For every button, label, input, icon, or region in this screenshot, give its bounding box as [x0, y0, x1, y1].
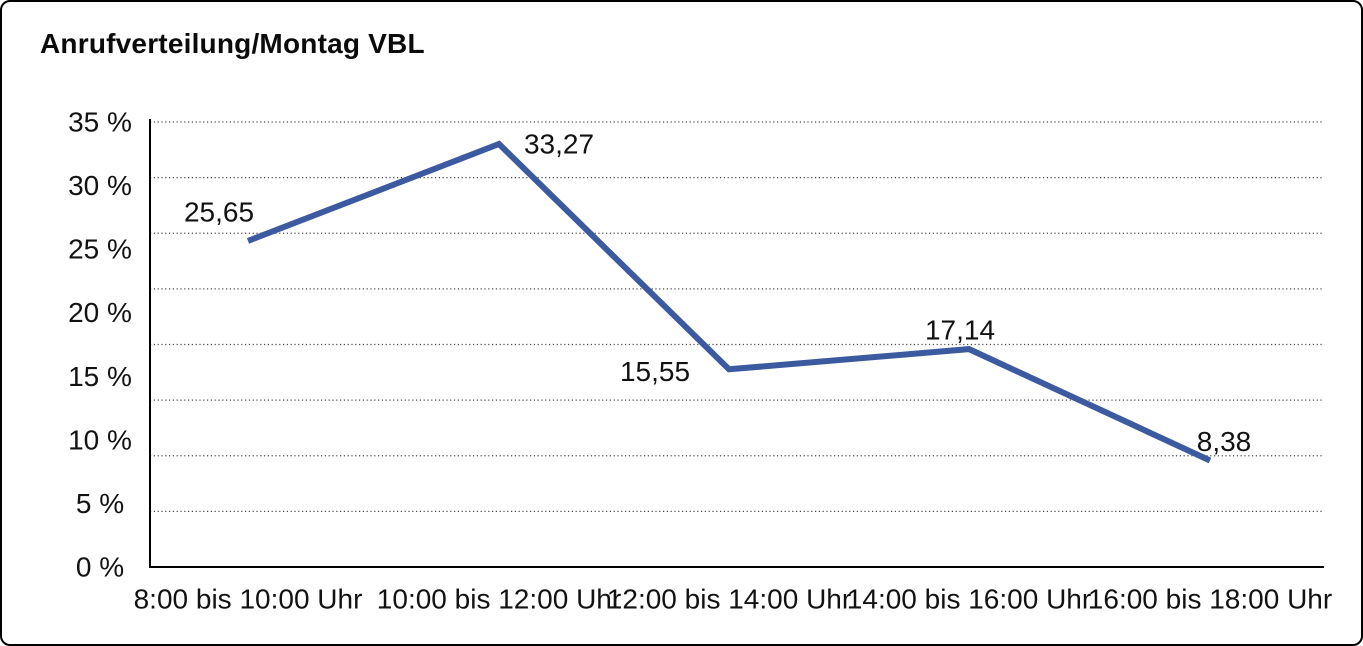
y-axis-tick-label: 10 %	[68, 424, 132, 455]
y-axis-tick-label: 25 %	[68, 234, 132, 265]
y-axis-tick-label: 30 %	[68, 170, 132, 201]
x-axis-tick-label: 14:00 bis 16:00 Uhr	[847, 584, 1091, 615]
y-axis-tick-label: 20 %	[68, 297, 132, 328]
x-axis-tick-label: 10:00 bis 12:00 Uhr	[377, 584, 621, 615]
y-axis-tick-label: 15 %	[68, 361, 132, 392]
data-point-label: 8,38	[1197, 426, 1252, 457]
x-axis-tick-label: 8:00 bis 10:00 Uhr	[134, 584, 363, 615]
data-point-label: 15,55	[620, 356, 690, 387]
data-point-label: 25,65	[184, 196, 254, 227]
chart-title: Anrufverteilung/Montag VBL	[40, 28, 425, 59]
data-point-label: 33,27	[524, 128, 594, 159]
data-line	[246, 140, 1212, 464]
x-axis-tick-label: 16:00 bis 18:00 Uhr	[1088, 584, 1332, 615]
y-axis-tick-label: 35 %	[68, 107, 132, 138]
x-axis-tick-label: 12:00 bis 14:00 Uhr	[607, 584, 851, 615]
y-axis-tick-label: 0 %	[76, 552, 124, 583]
data-point-label: 17,14	[925, 315, 995, 346]
y-axis-tick-label: 5 %	[76, 488, 124, 519]
